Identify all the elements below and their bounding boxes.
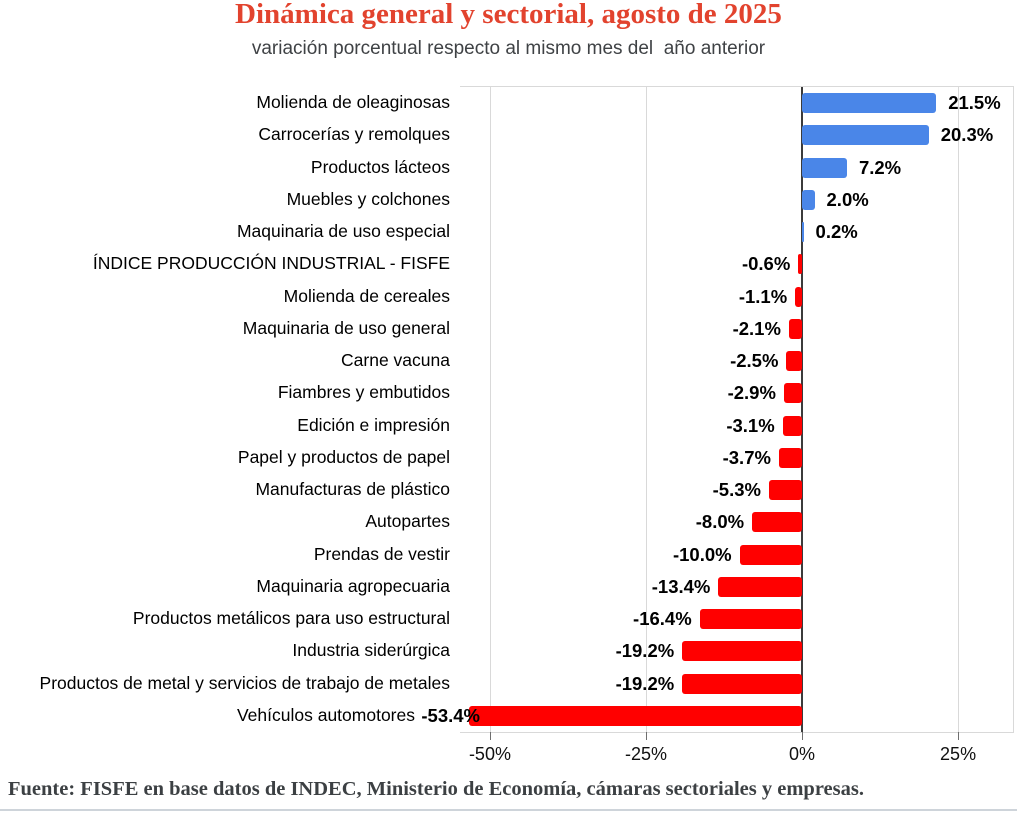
plot-area: 21.5% 20.3% 7.2% 2.0% 0.2% -0.6% -1.1% -2.1% -2.… (421, 86, 1014, 733)
bar-value-label: -16.4% (633, 608, 692, 630)
category-label: Carne vacuna (341, 350, 450, 370)
category-label: Muebles y colchones (286, 188, 450, 209)
category-label: Papel y productos de papel (237, 446, 450, 467)
bar (768, 480, 803, 501)
x-tick-mark (958, 732, 960, 740)
bar-value-label: 20.3% (940, 124, 994, 146)
bar (739, 544, 803, 565)
x-tick-label: -25% (624, 744, 667, 764)
bar (802, 157, 847, 178)
gridline (645, 87, 647, 732)
x-tick-mark (802, 732, 804, 740)
bar-value-label: -2.1% (732, 317, 781, 339)
chart-title: Dinámica general y sectorial, agosto de … (235, 0, 782, 30)
bar-value-label: -0.6% (741, 253, 791, 275)
source-note: Fuente: FISFE en base datos de INDEC, Mi… (8, 778, 864, 800)
category-label: Productos de metal y servicios de trabaj… (39, 672, 450, 693)
zero-axis-line (801, 87, 804, 732)
bar (795, 286, 803, 307)
bar (783, 383, 803, 404)
bar (699, 609, 803, 630)
gridline (958, 87, 960, 732)
category-label: Productos lácteos (310, 156, 450, 177)
category-label: Maquinaria de uso general (242, 317, 450, 338)
bar (802, 222, 804, 243)
category-label: Molienda de cereales (283, 285, 450, 306)
bar (802, 93, 937, 114)
bar-value-label: 7.2% (858, 156, 902, 178)
chart-subtitle: variación porcentual respecto al mismo m… (251, 38, 766, 59)
bar (752, 512, 803, 533)
bottom-divider-line (0, 809, 1017, 811)
bar (798, 254, 803, 275)
bar-value-label: -10.0% (672, 543, 732, 565)
bar (802, 125, 929, 146)
bar-value-label: 21.5% (948, 92, 1001, 114)
category-label: Edición e impresión (297, 414, 450, 435)
category-label: Manufacturas de plástico (255, 479, 450, 499)
category-label: Vehículos automotores (236, 704, 415, 725)
x-tick-mark (645, 732, 647, 740)
category-label: Autopartes (365, 511, 450, 532)
category-label: Productos metálicos para uso estructural (132, 608, 450, 628)
bar-value-label: 2.0% (826, 188, 869, 210)
bar-value-label: -3.7% (722, 446, 771, 468)
bar-value-label: -2.5% (730, 350, 779, 372)
gridline (489, 87, 491, 732)
category-label: Maquinaria de uso especial (236, 221, 450, 241)
bar (782, 415, 803, 436)
bar (682, 673, 803, 694)
category-label: Industria siderúrgica (292, 640, 450, 661)
bar-value-label: -1.1% (738, 285, 788, 307)
category-label: ÍNDICE PRODUCCIÓN INDUSTRIAL - FISFE (92, 253, 450, 274)
bar-value-label: -53.4% (421, 704, 480, 726)
bar-value-label: 0.2% (815, 221, 858, 243)
bar (778, 447, 803, 468)
bar (718, 576, 803, 597)
category-label: Maquinaria agropecuaria (256, 575, 450, 596)
category-label: Fiambres y embutidos (277, 382, 450, 403)
bar-value-label: -19.2% (615, 640, 675, 662)
category-label: Prendas de vestir (313, 543, 450, 564)
bar (682, 641, 803, 662)
bar (802, 189, 815, 210)
bar (788, 318, 803, 339)
bar-value-label: -19.2% (615, 672, 675, 694)
bar (468, 705, 803, 726)
bar-value-label: -8.0% (695, 511, 745, 533)
x-tick-mark (489, 732, 491, 740)
bar-value-label: -13.4% (651, 575, 711, 597)
bar-value-label: -2.9% (727, 382, 776, 404)
x-tick-label: -50% (468, 744, 511, 764)
bar-value-label: -3.1% (726, 414, 775, 436)
x-tick-label: 0% (789, 744, 816, 764)
category-label: Molienda de oleaginosas (256, 92, 450, 112)
x-tick-label: 25% (940, 744, 977, 764)
category-label: Carrocerías y remolques (258, 124, 450, 145)
bar (786, 351, 803, 372)
bar-value-label: -5.3% (712, 479, 761, 501)
